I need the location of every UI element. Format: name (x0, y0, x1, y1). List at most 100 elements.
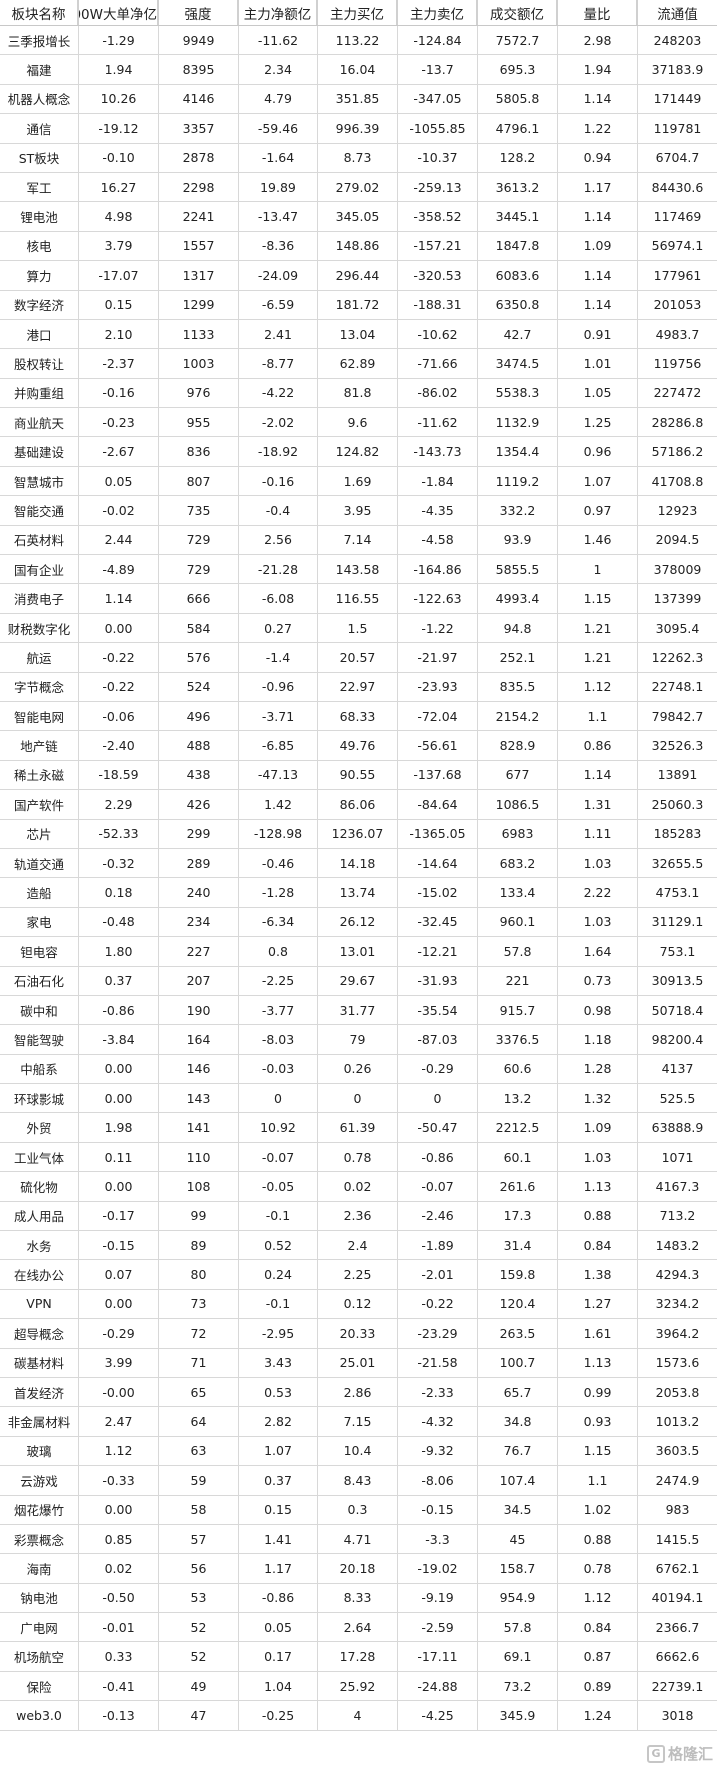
table-row[interactable]: 通信 -19.12 3357 -59.46 996.39 -1055.85 4796.1 1.… (0, 114, 717, 144)
table-row[interactable]: 芯片 -52.33 299 -128.98 1236.07 -1365.05 6983 1.1… (0, 819, 717, 849)
cell-strength: 73 (159, 1289, 239, 1319)
table-row[interactable]: 石油石化 0.37 207 -2.25 29.67 -31.93 221 0.73 30913.… (0, 966, 717, 996)
table-row[interactable]: 水务 -0.15 89 0.52 2.4 -1.89 31.4 0.84 1483.2 (0, 1231, 717, 1261)
table-row[interactable]: 智能驾驶 -3.84 164 -8.03 79 -87.03 3376.5 1.18 98200… (0, 1025, 717, 1055)
table-row[interactable]: 首发经济 -0.00 65 0.53 2.86 -2.33 65.7 0.99 2053.8 (0, 1377, 717, 1408)
cell-big-order-net: -0.15 (79, 1231, 159, 1260)
table-row[interactable]: 轨道交通 -0.32 289 -0.46 14.18 -14.64 683.2 1.03 326… (0, 848, 717, 879)
cell-big-order-net: 2.29 (79, 790, 159, 819)
table-row[interactable]: 商业航天 -0.23 955 -2.02 9.6 -11.62 1132.9 1.25 2828… (0, 408, 717, 438)
cell-volume-ratio: 0.86 (558, 731, 638, 760)
table-row[interactable]: 非金属材料 2.47 64 2.82 7.15 -4.32 34.8 0.93 1013.2 (0, 1407, 717, 1437)
table-row[interactable]: 碳中和 -0.86 190 -3.77 31.77 -35.54 915.7 0.98 5071… (0, 995, 717, 1026)
table-row[interactable]: 智慧城市 0.05 807 -0.16 1.69 -1.84 1119.2 1.07 41708… (0, 466, 717, 497)
table-row[interactable]: 钽电容 1.80 227 0.8 13.01 -12.21 57.8 1.64 753.1 (0, 937, 717, 967)
table-row[interactable]: 核电 3.79 1557 -8.36 148.86 -157.21 1847.8 1.09 56… (0, 231, 717, 262)
table-row[interactable]: 海南 0.02 56 1.17 20.18 -19.02 158.7 0.78 6762.1 (0, 1554, 717, 1584)
table-row[interactable]: 造船 0.18 240 -1.28 13.74 -15.02 133.4 2.22 4753.1 (0, 878, 717, 908)
cell-strength: 52 (159, 1613, 239, 1642)
table-row[interactable]: 彩票概念 0.85 57 1.41 4.71 -3.3 45 0.88 1415.5 (0, 1524, 717, 1555)
cell-sector-name: 股权转让 (0, 349, 79, 378)
cell-strength: 426 (159, 790, 239, 819)
cell-volume-ratio: 1.03 (558, 1142, 638, 1172)
table-row[interactable]: 股权转让 -2.37 1003 -8.77 62.89 -71.66 3474.5 1.01 1… (0, 349, 717, 379)
cell-strength: 234 (159, 907, 239, 937)
table-row[interactable]: 并购重组 -0.16 976 -4.22 81.8 -86.02 5538.3 1.05 227… (0, 378, 717, 409)
table-row[interactable]: 航运 -0.22 576 -1.4 20.57 -21.97 252.1 1.21 12262.… (0, 643, 717, 673)
cell-strength: 438 (159, 760, 239, 790)
cell-float-value: 2366.7 (655, 1619, 700, 1635)
table-row[interactable]: 国产软件 2.29 426 1.42 86.06 -84.64 1086.5 1.31 2506… (0, 790, 717, 820)
table-row[interactable]: 保险 -0.41 49 1.04 25.92 -24.88 73.2 0.89 22739.1 (0, 1671, 717, 1702)
cell-main-net: -0.46 (239, 848, 318, 878)
table-row[interactable]: 在线办公 0.07 80 0.24 2.25 -2.01 159.8 1.38 4294.3 (0, 1260, 717, 1290)
table-row[interactable]: web3.0 -0.13 47 -0.25 4 -4.25 345.9 1.24 3018 (0, 1701, 717, 1731)
cell-main-buy: 13.04 (318, 319, 398, 349)
table-row[interactable]: 消费电子 1.14 666 -6.08 116.55 -122.63 4993.4 1.15 1… (0, 584, 717, 614)
table-row[interactable]: 锂电池 4.98 2241 -13.47 345.05 -358.52 3445.1 1.14… (0, 202, 717, 232)
column-header-turnover[interactable]: 成交额亿 (478, 0, 558, 25)
table-row[interactable]: 成人用品 -0.17 99 -0.1 2.36 -2.46 17.3 0.88 713.2 (0, 1201, 717, 1232)
table-row[interactable]: 字节概念 -0.22 524 -0.96 22.97 -23.93 835.5 1.12 227… (0, 672, 717, 702)
column-header-main-buy[interactable]: 主力买亿 (318, 0, 398, 25)
cell-main-sell: -1.89 (398, 1231, 478, 1260)
table-row[interactable]: ST板块 -0.10 2878 -1.64 8.73 -10.37 128.2 0.94 670… (0, 143, 717, 173)
table-row[interactable]: 碳基材料 3.99 71 3.43 25.01 -21.58 100.7 1.13 1573.6 (0, 1348, 717, 1378)
table-row[interactable]: 工业气体 0.11 110 -0.07 0.78 -0.86 60.1 1.03 1071 (0, 1142, 717, 1173)
cell-volume-ratio: 1.61 (558, 1319, 638, 1348)
table-row[interactable]: 稀土永磁 -18.59 438 -47.13 90.55 -137.68 677 1.14 13… (0, 760, 717, 791)
cell-big-order-net: 3.99 (79, 1348, 159, 1377)
table-row[interactable]: 财税数字化 0.00 584 0.27 1.5 -1.22 94.8 1.21 3095.4 (0, 613, 717, 644)
cell-float-value: 22739.1 (651, 1678, 704, 1694)
cell-main-net: 3.43 (239, 1348, 318, 1377)
table-row[interactable]: 地产链 -2.40 488 -6.85 49.76 -56.61 828.9 0.86 3252… (0, 731, 717, 761)
cell-volume-ratio: 1.09 (558, 1113, 638, 1142)
column-header-float-value[interactable]: 流通值 (657, 6, 698, 23)
table-row[interactable]: 机器人概念 10.26 4146 4.79 351.85 -347.05 5805.8 1.1… (0, 84, 717, 115)
table-row[interactable]: 智能交通 -0.02 735 -0.4 3.95 -4.35 332.2 0.97 12923 (0, 496, 717, 526)
cell-turnover: 13.2 (478, 1084, 558, 1113)
column-header-main-net[interactable]: 主力净额亿 (239, 0, 318, 25)
cell-strength: 2241 (159, 202, 239, 231)
table-row[interactable]: 钠电池 -0.50 53 -0.86 8.33 -9.19 954.9 1.12 40194.1 (0, 1583, 717, 1614)
cell-main-sell: -124.84 (398, 26, 478, 55)
column-header-volume-ratio[interactable]: 量比 (558, 0, 638, 25)
cell-float-value: 1013.2 (655, 1414, 700, 1430)
cell-volume-ratio: 1.64 (558, 937, 638, 966)
table-row[interactable]: 环球影城 0.00 143 0 0 0 13.2 1.32 525.5 (0, 1084, 717, 1114)
column-header-big-order-net[interactable]: 300W大单净亿 (79, 0, 159, 25)
cell-volume-ratio: 2.22 (558, 878, 638, 907)
cell-main-sell: -4.32 (398, 1407, 478, 1436)
cell-main-buy: 1236.07 (318, 819, 398, 848)
table-row[interactable]: VPN 0.00 73 -0.1 0.12 -0.22 120.4 1.27 3234.2 (0, 1289, 717, 1320)
table-row[interactable]: 国有企业 -4.89 729 -21.28 143.58 -164.86 5855.5 1 37… (0, 555, 717, 585)
table-row[interactable]: 外贸 1.98 141 10.92 61.39 -50.47 2212.5 1.09 63888… (0, 1113, 717, 1143)
cell-main-net: -2.95 (239, 1319, 318, 1348)
table-row[interactable]: 家电 -0.48 234 -6.34 26.12 -32.45 960.1 1.03 31129… (0, 907, 717, 938)
cell-main-net: -0.1 (239, 1201, 318, 1231)
table-row[interactable]: 广电网 -0.01 52 0.05 2.64 -2.59 57.8 0.84 2366.7 (0, 1613, 717, 1643)
cell-sector-name: 广电网 (0, 1613, 79, 1642)
table-row[interactable]: 智能电网 -0.06 496 -3.71 68.33 -72.04 2154.2 1.1 798… (0, 701, 717, 732)
table-row[interactable]: 烟花爆竹 0.00 58 0.15 0.3 -0.15 34.5 1.02 983 (0, 1495, 717, 1525)
table-row[interactable]: 机场航空 0.33 52 0.17 17.28 -17.11 69.1 0.87 6662.6 (0, 1642, 717, 1672)
table-row[interactable]: 数字经济 0.15 1299 -6.59 181.72 -188.31 6350.8 1.14… (0, 290, 717, 320)
table-row[interactable]: 玻璃 1.12 63 1.07 10.4 -9.32 76.7 1.15 3603.5 (0, 1436, 717, 1467)
table-row[interactable]: 超导概念 -0.29 72 -2.95 20.33 -23.29 263.5 1.61 3964… (0, 1319, 717, 1349)
cell-strength: 1317 (159, 261, 239, 290)
table-row[interactable]: 三季报增长 -1.29 9949 -11.62 113.22 -124.84 7572.7 2… (0, 26, 717, 56)
column-header-strength[interactable]: 强度 (159, 0, 239, 25)
table-row[interactable]: 港口 2.10 1133 2.41 13.04 -10.62 42.7 0.91 4983.7 (0, 319, 717, 350)
column-header-main-sell[interactable]: 主力卖亿 (398, 0, 478, 25)
table-row[interactable]: 云游戏 -0.33 59 0.37 8.43 -8.06 107.4 1.1 2474.9 (0, 1466, 717, 1496)
column-header-sector-name[interactable]: 板块名称 (0, 0, 79, 25)
table-row[interactable]: 基础建设 -2.67 836 -18.92 124.82 -143.73 1354.4 0.9… (0, 437, 717, 467)
table-row[interactable]: 算力 -17.07 1317 -24.09 296.44 -320.53 6083.6 1.1… (0, 261, 717, 291)
table-row[interactable]: 福建 1.94 8395 2.34 16.04 -13.7 695.3 1.94 37183.9 (0, 55, 717, 85)
table-row[interactable]: 中船系 0.00 146 -0.03 0.26 -0.29 60.6 1.28 4137 (0, 1054, 717, 1085)
cell-main-buy: 22.97 (318, 672, 398, 701)
table-row[interactable]: 军工 16.27 2298 19.89 279.02 -259.13 3613.2 1.17 8… (0, 172, 717, 203)
table-row[interactable]: 硫化物 0.00 108 -0.05 0.02 -0.07 261.6 1.13 4167.3 (0, 1172, 717, 1202)
cell-turnover: 158.7 (478, 1554, 558, 1583)
table-row[interactable]: 石英材料 2.44 729 2.56 7.14 -4.58 93.9 1.46 2094.5 (0, 525, 717, 556)
